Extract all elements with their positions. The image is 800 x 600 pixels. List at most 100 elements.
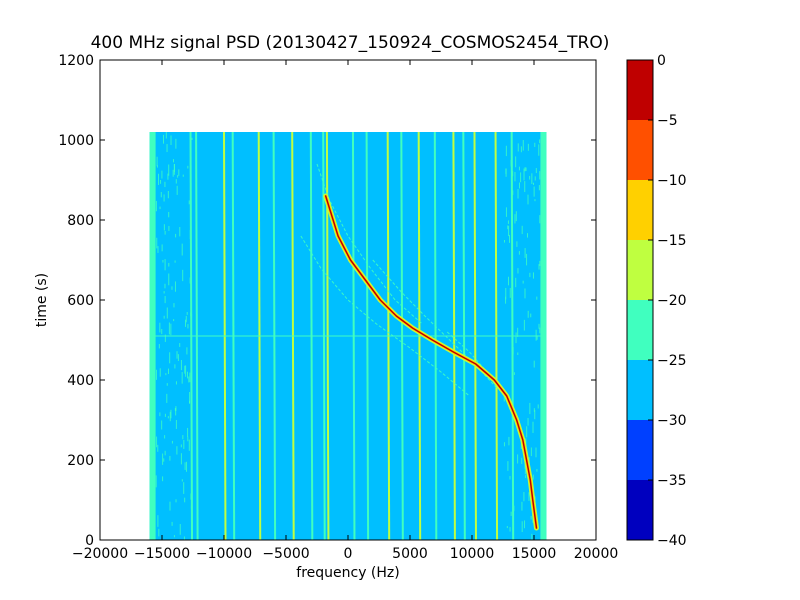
noise-speckle bbox=[166, 393, 168, 403]
noise-speckle bbox=[526, 253, 528, 266]
x-tick-label: 10000 bbox=[450, 546, 495, 562]
noise-speckle bbox=[164, 296, 166, 304]
noise-speckle bbox=[167, 173, 169, 180]
noise-speckle bbox=[503, 442, 505, 447]
x-axis-ticks: −20000 −15000 −10000 −5000 0 5000 10000 15000 20… bbox=[72, 60, 618, 562]
noise-speckle bbox=[508, 436, 510, 446]
y-tick-label: 400 bbox=[67, 373, 94, 389]
noise-speckle bbox=[162, 453, 164, 465]
colorbar-tick-label: −10 bbox=[657, 173, 687, 189]
noise-speckle bbox=[538, 323, 540, 329]
noise-speckle bbox=[173, 319, 175, 322]
colorbar-segment bbox=[627, 240, 653, 300]
noise-speckle bbox=[181, 243, 183, 256]
noise-speckle bbox=[155, 200, 157, 212]
noise-speckle bbox=[157, 444, 159, 452]
noise-speckle bbox=[520, 172, 522, 183]
noise-speckle bbox=[534, 142, 536, 147]
noise-speckle bbox=[510, 511, 512, 516]
noise-speckle bbox=[523, 319, 525, 331]
noise-speckle bbox=[536, 296, 538, 300]
noise-speckle bbox=[529, 272, 531, 278]
noise-speckle bbox=[168, 322, 170, 335]
noise-speckle bbox=[168, 164, 170, 176]
noise-speckle bbox=[183, 536, 185, 540]
noise-speckle bbox=[536, 468, 538, 472]
noise-speckle bbox=[509, 234, 511, 243]
noise-speckle bbox=[175, 138, 177, 149]
noise-speckle bbox=[164, 435, 166, 439]
noise-speckle bbox=[521, 521, 523, 533]
colorbar-tick-label: −20 bbox=[657, 293, 687, 309]
colorbar-tick-label: −35 bbox=[657, 473, 687, 489]
noise-speckle bbox=[521, 501, 523, 511]
y-tick-label: 200 bbox=[67, 453, 94, 469]
y-tick-label: 800 bbox=[67, 213, 94, 229]
noise-speckle bbox=[524, 181, 526, 193]
colorbar-segment bbox=[627, 360, 653, 420]
noise-speckle bbox=[524, 467, 526, 475]
colorbar-segment bbox=[627, 480, 653, 540]
noise-speckle bbox=[164, 450, 166, 456]
noise-speckle bbox=[158, 173, 160, 185]
noise-speckle bbox=[159, 368, 161, 377]
noise-speckle bbox=[535, 168, 537, 174]
y-axis-label: time (s) bbox=[34, 273, 50, 327]
noise-speckle bbox=[160, 192, 162, 198]
noise-speckle bbox=[184, 497, 186, 503]
noise-speckle bbox=[188, 439, 190, 451]
colorbar-segment bbox=[627, 60, 653, 120]
noise-speckle bbox=[189, 372, 191, 383]
noise-speckle bbox=[525, 167, 527, 171]
noise-speckle bbox=[508, 225, 510, 237]
noise-speckle bbox=[524, 520, 526, 529]
noise-speckle bbox=[177, 175, 179, 178]
noise-speckle bbox=[165, 373, 167, 376]
noise-speckle bbox=[178, 169, 180, 176]
y-tick-label: 600 bbox=[67, 293, 94, 309]
colorbar-segment bbox=[627, 420, 653, 480]
noise-speckle bbox=[175, 179, 177, 184]
noise-speckle bbox=[175, 381, 177, 385]
noise-speckle bbox=[539, 215, 541, 224]
noise-speckle bbox=[517, 143, 519, 152]
noise-speckle bbox=[170, 409, 172, 419]
noise-speckle bbox=[155, 475, 157, 488]
noise-speckle bbox=[188, 200, 190, 205]
noise-speckle bbox=[506, 525, 508, 529]
noise-speckle bbox=[164, 230, 166, 235]
noise-speckle bbox=[503, 239, 505, 243]
noise-speckle bbox=[538, 185, 540, 191]
noise-speckle bbox=[167, 368, 169, 374]
noise-speckle bbox=[173, 535, 175, 538]
noise-speckle bbox=[509, 287, 511, 298]
colorbar-tick-label: −40 bbox=[657, 533, 687, 549]
noise-speckle bbox=[171, 521, 173, 526]
noise-speckle bbox=[176, 185, 178, 195]
noise-speckle bbox=[173, 303, 175, 308]
noise-speckle bbox=[514, 214, 516, 224]
noise-speckle bbox=[175, 499, 177, 503]
x-tick-label: 0 bbox=[344, 546, 353, 562]
x-tick-label: 20000 bbox=[574, 546, 619, 562]
noise-speckle bbox=[527, 143, 529, 151]
x-tick-label: −10000 bbox=[196, 546, 252, 562]
noise-speckle bbox=[164, 334, 166, 342]
noise-speckle bbox=[160, 179, 162, 184]
noise-speckle bbox=[162, 134, 164, 144]
noise-speckle bbox=[188, 376, 190, 383]
noise-speckle bbox=[174, 364, 176, 369]
noise-speckle bbox=[162, 476, 164, 482]
x-tick-label: −5000 bbox=[262, 546, 309, 562]
noise-speckle bbox=[507, 220, 509, 224]
noise-speckle bbox=[505, 207, 507, 217]
noise-speckle bbox=[521, 457, 523, 464]
noise-speckle bbox=[522, 140, 524, 151]
noise-speckle bbox=[156, 237, 158, 249]
noise-speckle bbox=[530, 447, 532, 457]
noise-speckle bbox=[526, 233, 528, 238]
noise-speckle bbox=[187, 436, 189, 442]
noise-speckle bbox=[170, 323, 172, 336]
noise-speckle bbox=[515, 211, 517, 222]
noise-speckle bbox=[538, 264, 540, 270]
